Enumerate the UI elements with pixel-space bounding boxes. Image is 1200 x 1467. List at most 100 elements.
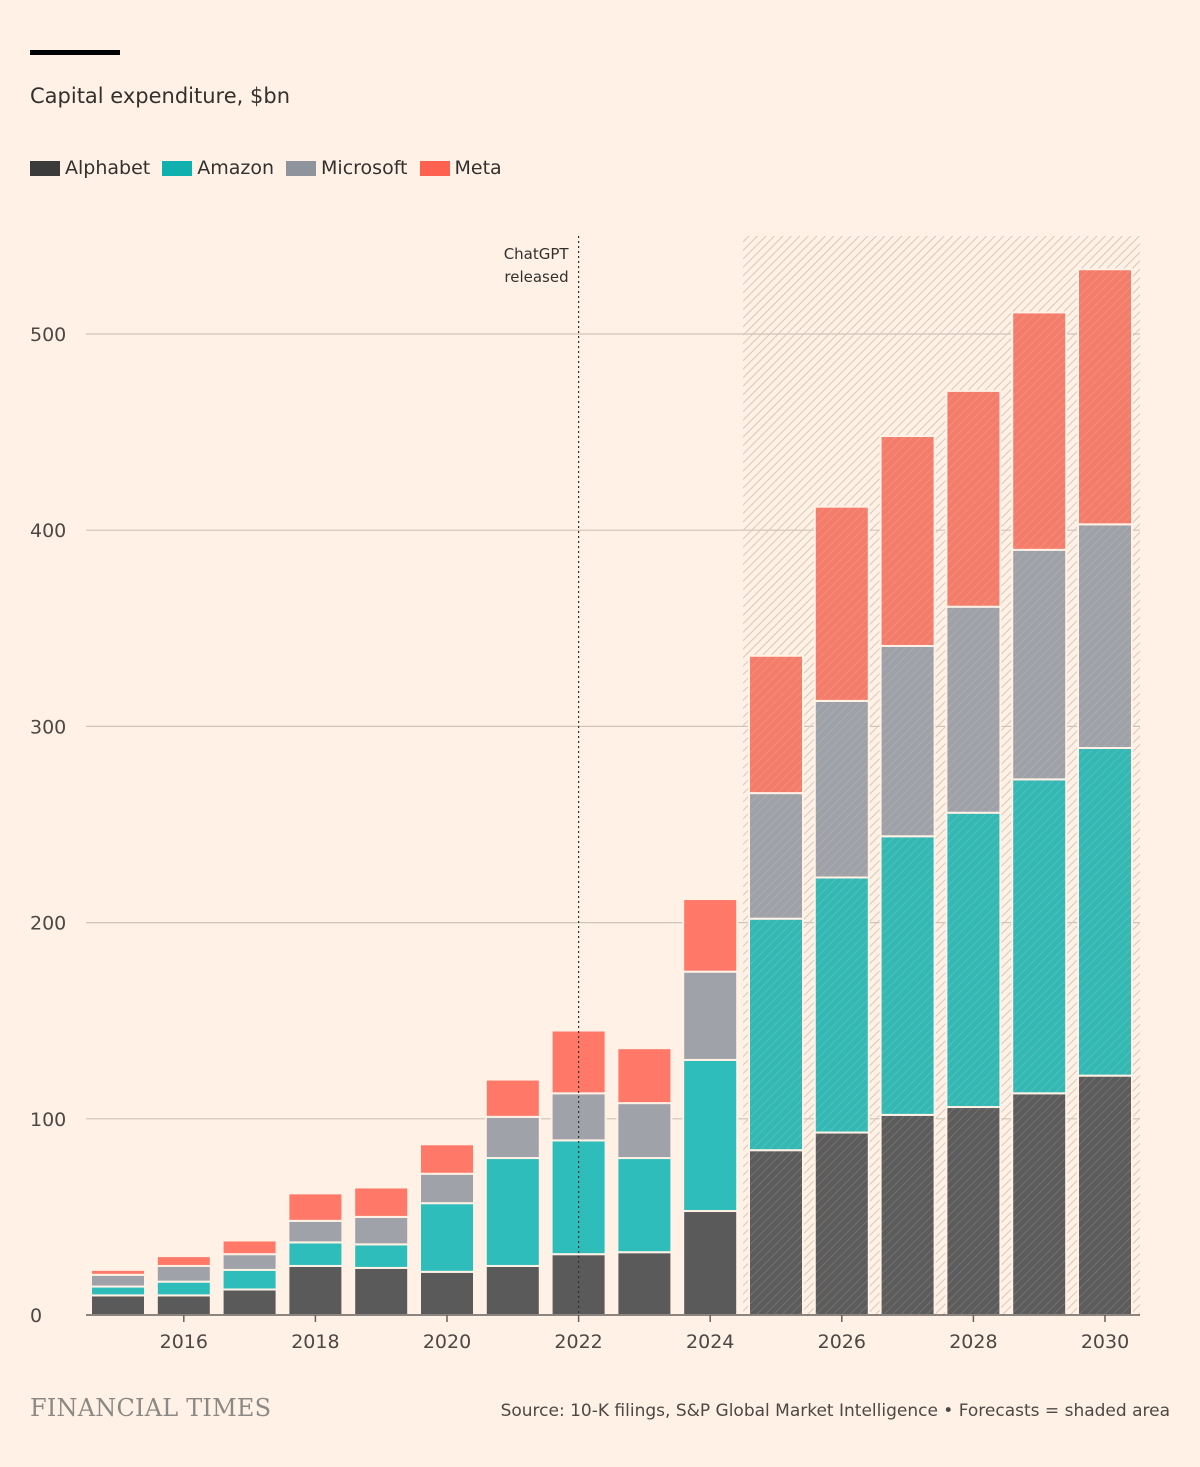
bar-amazon-2015 (90, 1285, 146, 1297)
bar-meta-2015 (90, 1268, 146, 1276)
chart-title: Capital expenditure, $bn (30, 84, 290, 108)
bar-stack-2025 (748, 654, 804, 1317)
bar-stack-2029 (1011, 311, 1068, 1316)
bar-amazon-2019 (353, 1243, 410, 1269)
legend-swatch-alphabet (30, 160, 60, 176)
legend-swatch-meta (419, 160, 450, 176)
legend-item-meta: Meta (419, 157, 502, 179)
chatgpt-annotation: ChatGPT released (504, 236, 580, 1315)
y-tick-label-300: 300 (30, 716, 66, 738)
bar-alphabet-2018 (287, 1264, 344, 1316)
bar-microsoft-2024 (682, 970, 739, 1061)
bar-stack-2024 (682, 898, 739, 1317)
x-tick-label-2024: 2024 (686, 1331, 734, 1353)
bar-amazon-2018 (287, 1241, 344, 1267)
x-axis: 2016 2018 2020 2022 2024 2026 2028 2030 (86, 1314, 1140, 1353)
bar-forecast-hatch-amazon-2028 (946, 812, 1001, 1108)
y-tick-label-200: 200 (30, 913, 66, 935)
bar-stack-2021 (484, 1078, 541, 1316)
bar-amazon-2023 (616, 1157, 673, 1254)
bar-alphabet-2023 (616, 1251, 673, 1316)
brand-logo: FINANCIAL TIMES (30, 1394, 272, 1422)
bar-microsoft-2017 (221, 1253, 278, 1271)
bar-microsoft-2016 (155, 1264, 212, 1283)
bar-forecast-hatch-alphabet-2027 (880, 1114, 935, 1315)
bar-alphabet-2019 (353, 1266, 410, 1316)
bar-stack-2020 (419, 1143, 475, 1317)
forecast-shading (743, 236, 1140, 1315)
y-tick-label-400: 400 (30, 520, 66, 542)
bar-alphabet-2024 (682, 1210, 739, 1317)
x-tick-label-2020: 2020 (423, 1331, 471, 1353)
bar-microsoft-2023 (616, 1102, 673, 1160)
chart-legend: Alphabet Amazon Microsoft Meta (30, 157, 514, 179)
bar-meta-2021 (484, 1078, 541, 1118)
bar-microsoft-2020 (419, 1172, 475, 1205)
bar-stack-2028 (945, 389, 1002, 1316)
annotation-label-line2: released (504, 268, 568, 286)
bar-forecast-hatch-microsoft-2026 (814, 700, 869, 878)
bar-meta-2024 (682, 898, 739, 973)
bar-meta-2019 (353, 1186, 410, 1218)
x-tick-label-2030: 2030 (1081, 1331, 1129, 1353)
bar-microsoft-2015 (90, 1273, 146, 1288)
bar-forecast-hatch-amazon-2027 (880, 836, 935, 1115)
bar-forecast-hatch-amazon-2030 (1078, 747, 1132, 1076)
bar-stack-2027 (879, 435, 936, 1316)
bar-alphabet-2022 (550, 1253, 607, 1316)
bar-stack-2015 (90, 1268, 146, 1317)
bar-alphabet-2021 (484, 1264, 541, 1316)
bar-forecast-hatch-amazon-2029 (1012, 779, 1067, 1094)
header-accent-bar (30, 50, 120, 55)
bar-amazon-2021 (484, 1157, 541, 1267)
bar-meta-2018 (287, 1192, 344, 1222)
bar-microsoft-2019 (353, 1215, 410, 1246)
x-tick-label-2022: 2022 (554, 1331, 602, 1353)
bar-forecast-hatch-alphabet-2030 (1078, 1075, 1132, 1315)
bar-meta-2016 (155, 1255, 212, 1267)
bar-amazon-2024 (682, 1058, 739, 1213)
bar-microsoft-2021 (484, 1115, 541, 1160)
y-tick-label-100: 100 (30, 1109, 66, 1131)
x-tick-label-2028: 2028 (949, 1331, 997, 1353)
legend-item-alphabet: Alphabet (30, 157, 150, 179)
legend-label-meta: Meta (454, 157, 502, 179)
bar-stack-2026 (813, 505, 870, 1317)
bar-forecast-hatch-alphabet-2025 (749, 1150, 803, 1315)
bar-forecast-hatch-meta-2030 (1078, 269, 1132, 525)
legend-label-alphabet: Alphabet (65, 157, 151, 179)
x-tick-label-2016: 2016 (160, 1331, 208, 1353)
bar-stack-2016 (155, 1255, 212, 1317)
bar-forecast-hatch-microsoft-2027 (880, 645, 935, 837)
bar-forecast-hatch-alphabet-2028 (946, 1107, 1001, 1315)
bar-forecast-hatch-microsoft-2030 (1078, 524, 1132, 748)
legend-label-microsoft: Microsoft (321, 157, 408, 179)
bar-alphabet-2017 (221, 1288, 278, 1317)
bar-meta-2017 (221, 1239, 278, 1256)
bar-amazon-2020 (419, 1202, 475, 1273)
bar-meta-2020 (419, 1143, 475, 1175)
y-tick-label-500: 500 (30, 324, 66, 346)
source-note: Source: 10-K filings, S&P Global Market … (500, 1401, 1170, 1421)
bar-stack-2018 (287, 1192, 344, 1316)
bar-forecast-hatch-alphabet-2029 (1012, 1093, 1067, 1315)
bar-forecast-hatch-meta-2025 (749, 655, 803, 794)
x-tick-label-2018: 2018 (291, 1331, 339, 1353)
bar-alphabet-2016 (155, 1294, 212, 1317)
bar-forecast-hatch-meta-2026 (814, 506, 869, 701)
legend-swatch-microsoft (286, 160, 317, 176)
bar-forecast-hatch-microsoft-2029 (1012, 549, 1067, 780)
bar-forecast-hatch-amazon-2025 (749, 918, 803, 1151)
bar-forecast-hatch-meta-2027 (880, 436, 935, 646)
forecast-area (743, 236, 1140, 1315)
y-tick-label-0: 0 (30, 1305, 42, 1327)
bar-stack-2019 (353, 1186, 410, 1316)
bar-amazon-2017 (221, 1268, 278, 1291)
bar-forecast-hatch-microsoft-2025 (749, 793, 803, 919)
x-tick-label-2026: 2026 (818, 1331, 866, 1353)
bar-forecast-hatch-meta-2028 (946, 390, 1001, 607)
bars (90, 268, 1133, 1317)
legend-label-amazon: Amazon (197, 157, 275, 179)
legend-item-amazon: Amazon (162, 157, 274, 179)
